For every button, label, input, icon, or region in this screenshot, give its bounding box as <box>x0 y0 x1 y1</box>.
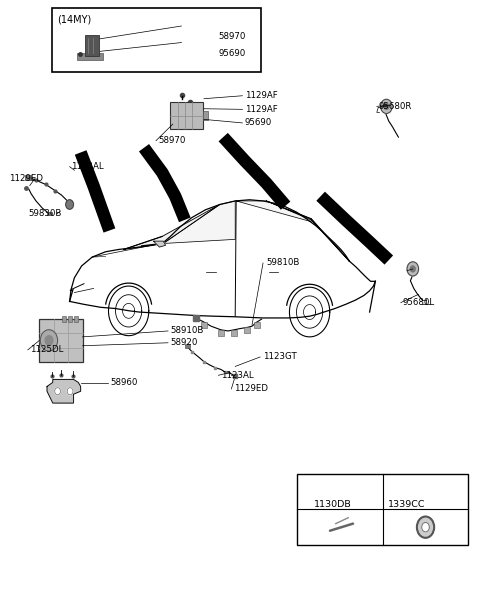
Bar <box>39 319 83 362</box>
Circle shape <box>66 200 73 209</box>
Text: 58970: 58970 <box>218 32 246 41</box>
Polygon shape <box>236 201 311 222</box>
Circle shape <box>417 517 434 538</box>
Bar <box>203 111 208 120</box>
Text: 95690: 95690 <box>245 118 272 128</box>
Text: 95690: 95690 <box>218 48 246 58</box>
Text: 1123GT: 1123GT <box>263 352 297 362</box>
Bar <box>254 322 260 328</box>
Text: 1123AL: 1123AL <box>71 162 104 171</box>
Text: 1129ED: 1129ED <box>9 174 43 183</box>
Polygon shape <box>124 204 220 249</box>
Bar <box>62 316 66 322</box>
Bar <box>201 322 207 328</box>
Text: 1125DL: 1125DL <box>30 345 63 355</box>
Circle shape <box>45 336 53 345</box>
Text: 1339CC: 1339CC <box>388 499 426 509</box>
Polygon shape <box>154 241 166 247</box>
Text: 58910B: 58910B <box>170 326 204 336</box>
Bar <box>74 316 78 322</box>
Circle shape <box>410 266 415 272</box>
Bar <box>231 330 237 336</box>
Bar <box>77 53 103 60</box>
Polygon shape <box>47 379 81 403</box>
Text: 1129AF: 1129AF <box>245 91 277 100</box>
Text: 1129AF: 1129AF <box>245 105 277 114</box>
Circle shape <box>55 388 60 395</box>
Bar <box>185 344 190 348</box>
Circle shape <box>407 262 419 276</box>
Bar <box>244 327 250 333</box>
Circle shape <box>384 103 389 109</box>
Bar <box>52 8 261 72</box>
Bar <box>68 316 72 322</box>
Text: (14MY): (14MY) <box>58 14 92 24</box>
Text: 59810B: 59810B <box>266 258 300 268</box>
Bar <box>218 330 224 336</box>
Bar <box>297 474 468 545</box>
Text: 95680L: 95680L <box>402 298 434 307</box>
Bar <box>47 212 52 215</box>
Polygon shape <box>163 201 235 243</box>
Text: 58970: 58970 <box>158 136 186 145</box>
Circle shape <box>67 388 73 395</box>
Text: 59830B: 59830B <box>29 209 62 219</box>
Bar <box>170 102 203 129</box>
Circle shape <box>421 522 429 532</box>
Polygon shape <box>266 201 349 261</box>
Text: 1130DB: 1130DB <box>314 499 351 509</box>
Text: 58960: 58960 <box>110 378 138 388</box>
Text: 1129ED: 1129ED <box>234 384 268 394</box>
Bar <box>25 175 31 180</box>
Text: 58920: 58920 <box>170 338 198 348</box>
Text: 1123AL: 1123AL <box>221 371 253 380</box>
Circle shape <box>381 99 392 113</box>
Circle shape <box>40 330 58 351</box>
Bar <box>85 35 99 56</box>
Text: 95680R: 95680R <box>378 102 412 111</box>
